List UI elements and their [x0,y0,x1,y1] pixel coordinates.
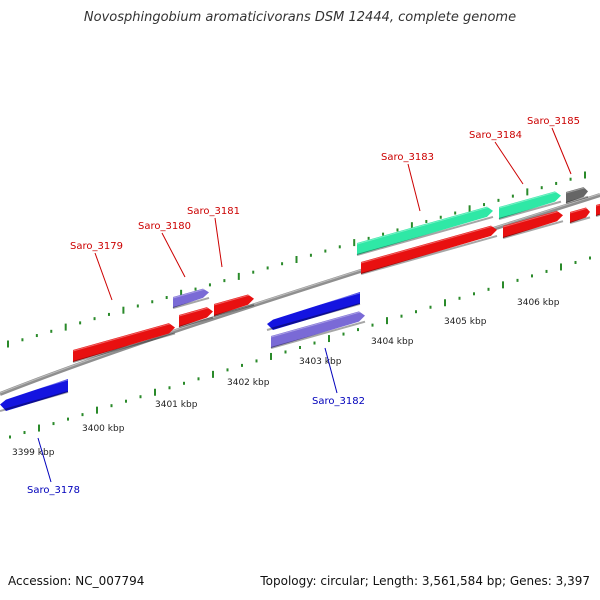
gene-saro-3178 [0,378,69,412]
gene-saro-3182 [266,291,361,331]
gene-leader-line [94,252,113,301]
accession-text: Accession: NC_007794 [8,574,145,588]
kbp-label: 3400 kbp [82,424,125,434]
gene-label: Saro_3179 [70,241,123,252]
gene-label: Saro_3184 [469,130,522,141]
gene-leader-line [324,347,338,394]
gene-saro-3184 [498,190,562,220]
gene-saro-3180 [172,287,210,309]
kbp-label: 3402 kbp [227,378,270,388]
gene-label: Saro_3183 [381,152,434,163]
genome-backbone-highlight [0,193,600,394]
kbp-label: 3403 kbp [299,357,342,367]
gene-saro-3179 [72,321,176,363]
kbp-label: 3405 kbp [444,317,487,327]
genome-backbone [0,193,600,396]
gene-saro-3183 [356,205,494,256]
gene-label: Saro_3185 [527,116,580,127]
gene-leader-line [551,127,572,175]
kbp-label: 3404 kbp [371,337,414,347]
gene-red-3183b [360,224,498,275]
tick-track-lower [9,256,591,439]
kbp-label: 3406 kbp [517,298,560,308]
gene-red-small-2 [569,206,591,224]
gene-saro-3185 [565,186,589,204]
genome-summary-text: Topology: circular; Length: 3,561,584 bp… [260,574,590,588]
kbp-label: 3399 kbp [12,448,55,458]
gene-red-small-1 [178,305,214,328]
gene-leader-line [214,217,223,268]
gene-leader-line [407,163,421,212]
gene-leader-line [37,437,52,483]
map-title: Novosphingobium aromaticivorans DSM 1244… [83,10,517,25]
gene-red-edge [595,203,600,217]
gene-label: Saro_3178 [27,485,80,496]
gene-label: Saro_3180 [138,221,191,232]
gene-red-3184b [502,209,564,239]
kbp-label: 3401 kbp [155,400,198,410]
gene-leader-line [494,141,524,185]
gene-leader-line [161,232,186,278]
gene-violet-3182b [270,310,366,349]
gene-saro-3181 [213,293,255,317]
gene-label: Saro_3182 [312,396,365,407]
gene-label: Saro_3181 [187,206,240,217]
